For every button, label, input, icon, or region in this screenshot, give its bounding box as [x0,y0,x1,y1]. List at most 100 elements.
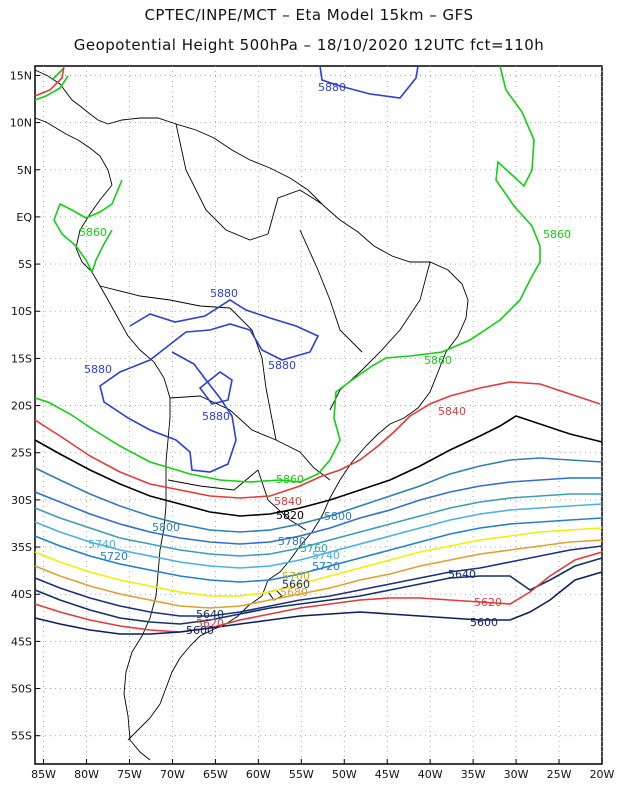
lon-label-40w: 40W [418,768,443,781]
contour-5880 [99,299,320,473]
contour-5780 [34,477,602,545]
contour-5680 [34,539,603,609]
border-brazil-interior-2 [299,229,363,353]
axis-ticks: 15N 10N 5N EQ 5S 10S 15S 20S 25S 30S 35S 40S 45S 50S 5… [10,69,615,781]
border-colombia-venezuela [175,123,269,241]
label-5880-1: 5880 [318,81,346,94]
lat-label-25s: 25S [11,447,32,460]
panama-coast [34,117,113,186]
border-bolivia-paraguay [169,395,277,441]
label-5680: 5680 [280,586,308,599]
lat-label-eq: EQ [16,211,32,224]
label-5880-3: 5880 [268,359,296,372]
label-5760: 5760 [300,542,328,555]
lon-label-55w: 55W [289,768,314,781]
lat-label-20s: 20S [11,400,32,413]
label-5880-5: 5880 [202,410,230,423]
contour-5720 [34,517,603,583]
label-5720-2: 5720 [312,560,340,573]
lon-label-65w: 65W [203,768,228,781]
contour-5640 [34,557,603,625]
label-5860-2: 5860 [543,228,571,241]
contour-5880 [319,65,419,99]
label-5640-2: 5640 [448,568,476,581]
east-coast [107,117,469,741]
label-5860-3: 5860 [424,354,452,367]
lon-label-70w: 70W [160,768,185,781]
label-5600-2: 5600 [470,616,498,629]
label-5860-1: 5860 [79,226,107,239]
lat-label-40s: 40S [11,588,32,601]
contour-5660 [34,545,603,617]
lon-label-75w: 75W [117,768,142,781]
contour-5840 [34,65,65,97]
label-5620-2: 5620 [474,596,502,609]
lat-label-5s: 5S [18,258,32,271]
border-argentina-north [167,469,259,491]
lon-label-80w: 80W [74,768,99,781]
contour-5800 [34,457,603,533]
title-line-1: CPTEC/INPE/MCT – Eta Model 15km – GFS [144,6,474,24]
label-5880-4: 5880 [84,363,112,376]
label-5660: 5660 [282,578,310,591]
contour-lines [34,65,603,635]
contour-5820 [34,415,603,517]
label-5780: 5780 [278,535,306,548]
lon-label-20w: 20W [590,768,615,781]
lon-label-60w: 60W [246,768,271,781]
label-5740-1: 5740 [88,538,116,551]
lon-label-30w: 30W [504,768,529,781]
lon-label-85w: 85W [31,768,56,781]
border-peru-brazil [99,285,231,309]
lon-label-50w: 50W [332,768,357,781]
contour-5840 [34,381,601,499]
contour-5600 [34,571,603,635]
contour-5880 [198,371,233,405]
label-5800-1: 5800 [152,521,180,534]
lat-label-45s: 45S [11,635,32,648]
border-paraguay-argentina [275,439,331,481]
contour-5740 [34,503,603,569]
lon-label-45w: 45W [375,768,400,781]
contour-5700 [34,527,603,597]
lat-label-5n: 5N [17,164,32,177]
label-5840-2: 5840 [274,495,302,508]
label-5860-4: 5860 [276,473,304,486]
lat-label-30s: 30S [11,494,32,507]
border-venezuela-guyana [267,189,323,235]
border-brazil-interior-1 [329,261,431,411]
west-coast [75,184,171,761]
contour-5760 [34,493,602,557]
lat-label-15n: 15N [10,69,32,82]
contour-labels: 5880 5880 5880 5880 5880 5860 5860 5860 … [79,81,571,637]
lat-label-10s: 10S [11,305,32,318]
lat-label-55s: 55S [11,730,32,743]
title-line-2: Geopotential Height 500hPa – 18/10/2020 … [73,36,545,54]
contour-5860 [53,179,123,275]
lat-label-35s: 35S [11,541,32,554]
label-5820: 5820 [276,509,304,522]
lat-label-15s: 15S [11,352,32,365]
label-5880-2: 5880 [210,287,238,300]
label-5600-1: 5600 [186,624,214,637]
label-5620-1: 5620 [196,617,224,630]
label-5700: 5700 [282,570,310,583]
graticule [35,66,603,764]
label-5840-1: 5840 [438,405,466,418]
label-5800-2: 5800 [324,510,352,523]
contour-5860 [34,65,541,483]
label-5640-1: 5640 [196,608,224,621]
central-america-coast [34,69,109,125]
contour-5620 [34,551,603,633]
label-5740-2: 5740 [312,549,340,562]
label-5720-1: 5720 [100,550,128,563]
contour-5860 [34,67,69,101]
lat-label-50s: 50S [11,683,32,696]
map-frame [34,65,603,765]
border-bolivia-brazil [229,307,277,441]
coastlines-and-borders [34,69,469,761]
lon-label-35w: 35W [461,768,486,781]
lat-label-10n: 10N [10,117,32,130]
lon-label-25w: 25W [547,768,572,781]
